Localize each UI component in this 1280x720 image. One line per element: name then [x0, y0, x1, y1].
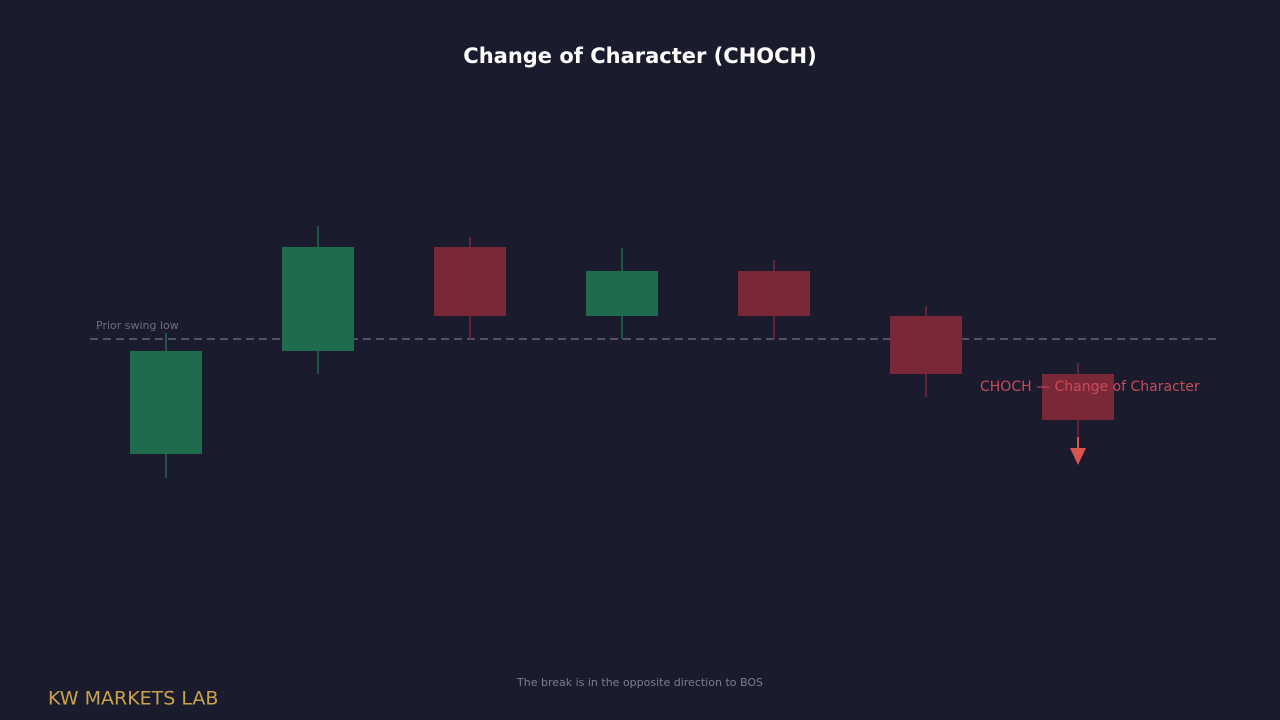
candle-body	[586, 271, 658, 316]
candle-body	[890, 316, 962, 374]
annotation: CHOCH — Change of Character	[980, 379, 1200, 395]
footnote: The break is in the opposite direction t…	[516, 676, 763, 689]
candle-body	[738, 271, 810, 316]
brand: KW MARKETS LAB	[48, 688, 218, 710]
chart-title: Change of Character (CHOCH)	[463, 44, 816, 68]
candle-body	[130, 351, 202, 454]
arrow-head	[1070, 448, 1086, 465]
candle-body	[1042, 374, 1114, 420]
reference-label: Prior swing low	[96, 319, 179, 332]
candle-body	[434, 247, 506, 316]
candle-body	[282, 247, 354, 351]
